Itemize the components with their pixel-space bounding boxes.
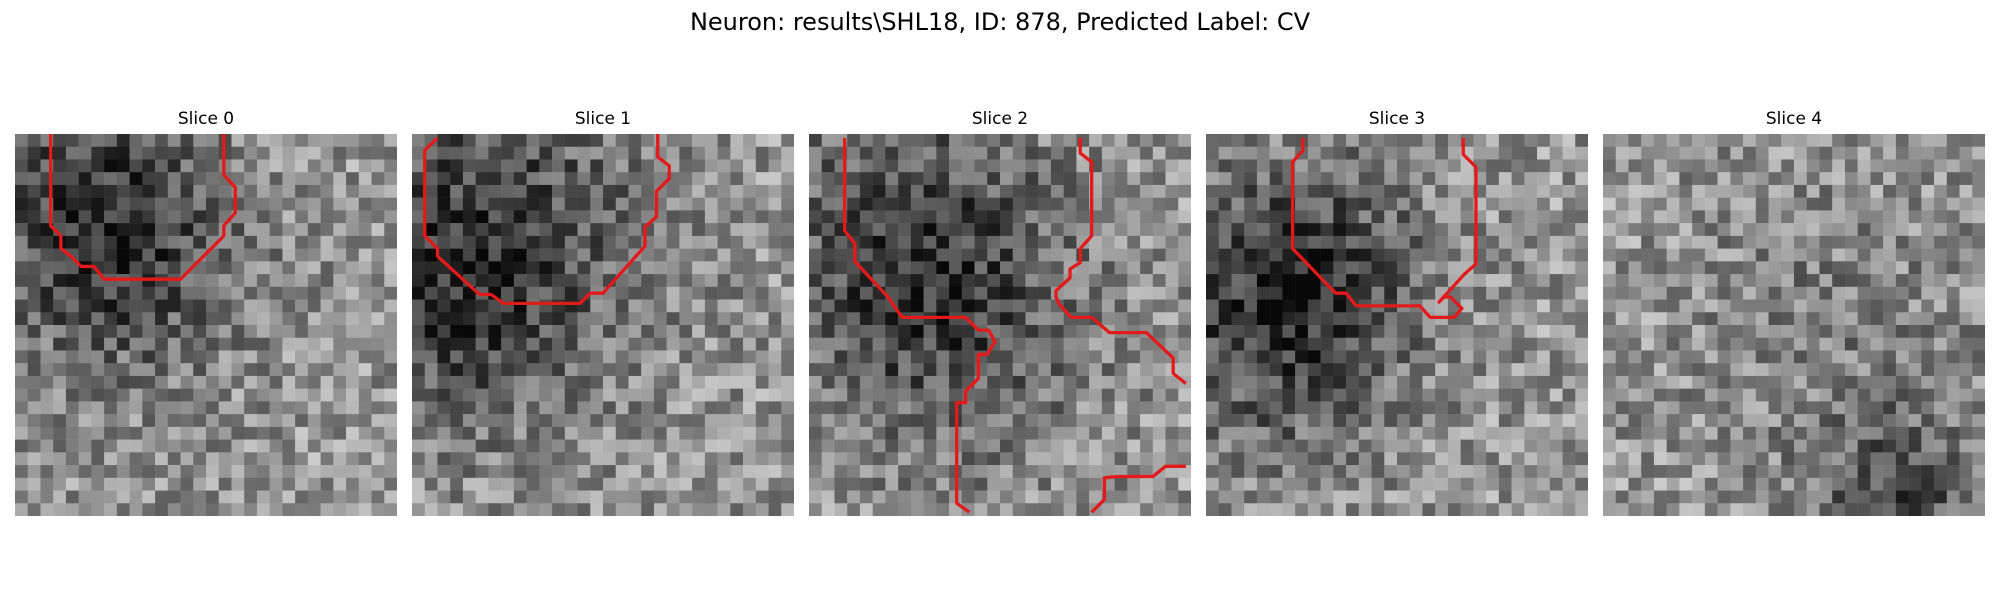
- slice-title-4: Slice 4: [1765, 109, 1823, 129]
- slice-panel-2: Slice 2: [809, 108, 1191, 516]
- contour-line: [423, 134, 671, 306]
- slice-title-1: Slice 1: [574, 109, 632, 129]
- slice-panel-0: Slice 0: [15, 108, 397, 516]
- slice-title-3: Slice 3: [1368, 109, 1426, 129]
- slice-panel-3: Slice 3: [1206, 108, 1588, 516]
- slice-image-1: [412, 134, 794, 516]
- contour-line: [48, 134, 237, 281]
- slice-panel-1: Slice 1: [412, 108, 794, 516]
- slice-panel-4: Slice 4: [1603, 108, 1985, 516]
- contour-line: [842, 137, 997, 514]
- slice-title-0: Slice 0: [177, 109, 235, 129]
- slice-title-2: Slice 2: [971, 109, 1029, 129]
- slice-image-3: [1206, 134, 1588, 516]
- slice-image-4: [1603, 134, 1985, 516]
- contour-line: [1290, 137, 1478, 320]
- contour-line: [1090, 464, 1186, 514]
- slice-image-0: [15, 134, 397, 516]
- contour-line: [1054, 137, 1187, 385]
- figure-title: Neuron: results\SHL18, ID: 878, Predicte…: [689, 8, 1311, 36]
- slice-image-2: [809, 134, 1191, 516]
